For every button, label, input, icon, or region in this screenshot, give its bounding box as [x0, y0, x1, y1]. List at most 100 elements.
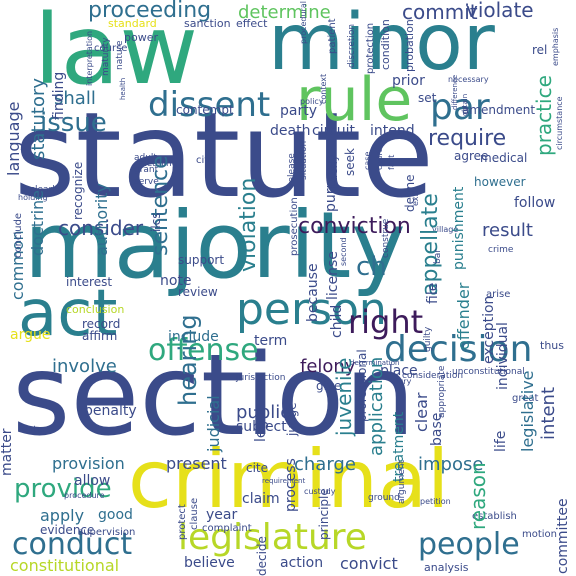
word-convict: convict	[340, 554, 398, 573]
word-great: great	[512, 393, 539, 404]
word-believe: believe	[184, 555, 235, 571]
word-good: good	[98, 507, 133, 523]
word-argument: argument	[397, 459, 407, 504]
word-commit: commit	[402, 0, 478, 24]
word-conclusion: conclusion	[66, 303, 125, 316]
word-principle: principle	[317, 488, 331, 540]
word-jurisdiction: jurisdiction	[236, 373, 286, 383]
word-prosecution: prosecution	[289, 197, 300, 256]
word-ch: ch	[356, 252, 387, 282]
word-unconstitutional: unconstitutional	[452, 367, 525, 377]
word-custody: custody	[304, 487, 336, 496]
word-policy: policy	[300, 97, 324, 106]
word-necessary: necessary	[448, 75, 489, 84]
word-dissent: dissent	[148, 85, 271, 125]
word-consider: consider	[58, 216, 144, 240]
word-nature: nature	[115, 40, 125, 71]
word-note: note	[160, 273, 192, 289]
word-consideration: consideration	[402, 371, 464, 381]
word-condition: condition	[379, 19, 392, 70]
word-judge: judge	[285, 402, 299, 436]
word-affirm: affirm	[82, 329, 118, 343]
word-ground: ground	[368, 493, 400, 503]
word-recognize: recognize	[71, 161, 85, 220]
word-individual: individual	[495, 322, 511, 390]
word-situation: situation	[299, 140, 309, 180]
word-shall: shall	[54, 88, 96, 109]
word-decision: decision	[384, 329, 533, 370]
word-impose: impose	[418, 454, 484, 475]
word-apply: apply	[40, 506, 85, 525]
word-context: context	[319, 73, 328, 104]
word-professional: professional	[355, 349, 369, 422]
word-crime: crime	[488, 245, 514, 255]
word-language: language	[4, 101, 23, 177]
word-evidence: evidence	[40, 523, 95, 537]
word-protection: protection	[365, 22, 376, 74]
word-village: village	[432, 225, 459, 234]
word-interest: interest	[66, 275, 113, 289]
word-review: review	[178, 285, 218, 299]
word-judicial: judicial	[204, 395, 223, 452]
word-probation: probation	[403, 19, 416, 72]
word-authority: authority	[92, 183, 111, 256]
word-practice: practice	[532, 75, 556, 156]
word-determination: determination	[350, 359, 400, 367]
word-offender: offender	[454, 282, 473, 350]
word-medical: medical	[480, 151, 528, 165]
word-par: par	[430, 87, 490, 128]
word-record: record	[82, 317, 121, 331]
word-penalty: penalty	[84, 403, 137, 419]
word-clause: clause	[189, 497, 200, 530]
word-finding: finding	[51, 71, 67, 120]
word-procedure: procedure	[64, 491, 105, 500]
word-patient: patient	[327, 18, 338, 54]
word-issue: issue	[40, 108, 107, 138]
word-intend: intend	[370, 123, 415, 139]
word-criminal: criminal	[128, 433, 450, 526]
word-statutory: statutory	[28, 77, 49, 160]
word-violation: violation	[236, 177, 261, 272]
word-bar: bar	[433, 249, 443, 264]
word-decide: decide	[255, 536, 269, 576]
word-exception: exception	[481, 295, 497, 364]
word-conviction: conviction	[298, 214, 411, 239]
word-health: health	[119, 77, 127, 100]
word-sentence: sentence	[148, 155, 173, 256]
word-holding: holding	[18, 193, 48, 202]
word-section: section	[12, 331, 416, 461]
word-meaning: meaning	[138, 159, 178, 169]
word-amendment: amendment	[462, 103, 536, 117]
word-constitutional: constitutional	[10, 556, 120, 575]
word-conduct: conduct	[12, 527, 133, 562]
word-legislative: legislative	[518, 370, 537, 452]
word-agree: agree	[454, 149, 489, 163]
word-sanction: sanction	[184, 17, 231, 30]
word-public: public	[236, 402, 291, 423]
word-claim: claim	[242, 491, 280, 507]
word-legal: legal	[253, 408, 269, 442]
word-serve: serve	[134, 177, 159, 187]
word-juvenile: juvenile	[332, 357, 356, 436]
word-cite: cite	[246, 461, 269, 475]
word-seek: seek	[343, 148, 357, 176]
word-determine: determine	[238, 2, 331, 23]
word-protect: protect	[177, 504, 188, 540]
word-court: court	[375, 149, 384, 170]
word-legislature: legislature	[178, 517, 367, 558]
word-follow: follow	[514, 195, 556, 211]
word-circuit: circuit	[312, 123, 355, 139]
word-prior: prior	[392, 73, 425, 89]
word-complaint: complaint	[202, 523, 252, 534]
word-term: term	[254, 333, 288, 349]
word-deny: deny	[327, 154, 340, 182]
word-charge: charge	[294, 454, 356, 475]
word-committee: committee	[555, 498, 571, 574]
word-provide: provide	[14, 474, 112, 504]
word-proceeding: proceeding	[88, 0, 212, 23]
word-emphasis: emphasis	[551, 27, 560, 66]
word-support: support	[178, 253, 225, 267]
word-application: application	[366, 356, 387, 456]
word-clearly: clearly	[30, 185, 61, 195]
word-present: present	[166, 454, 227, 473]
